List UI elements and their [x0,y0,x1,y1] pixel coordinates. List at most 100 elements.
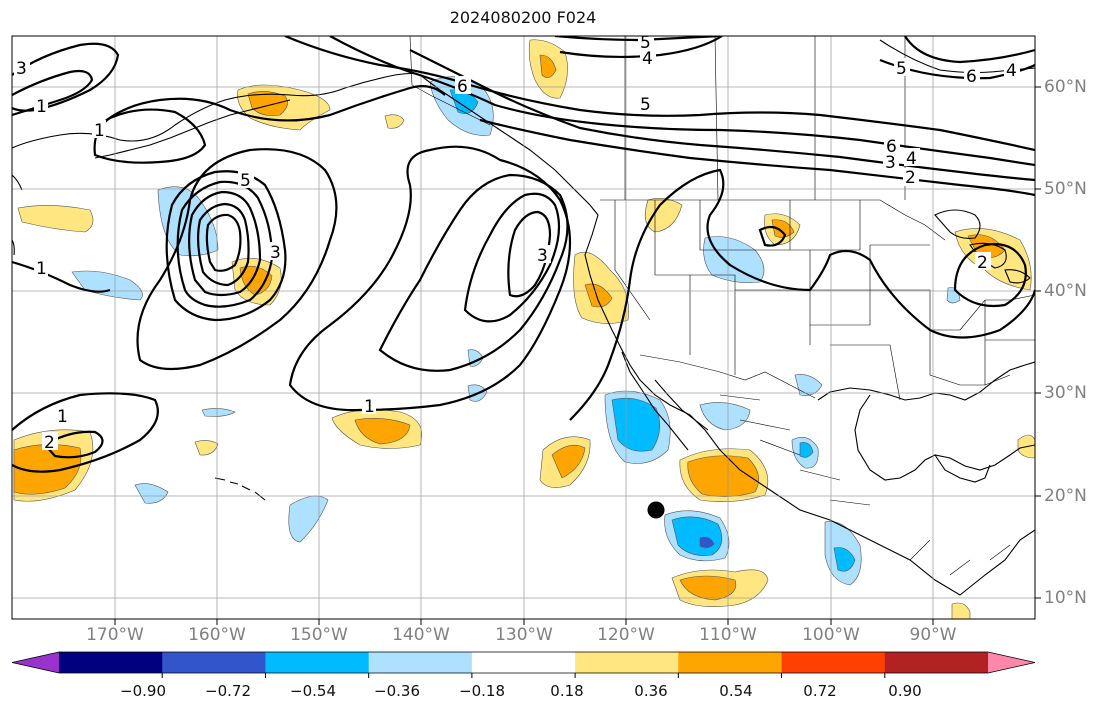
colorbar-swatch [368,652,473,673]
negative-anomaly-patch [611,397,660,452]
colorbar-swatch [59,652,163,673]
positive-anomaly-patch [951,602,971,619]
us-state-lines-east [960,300,1035,386]
contour-low-3 [188,190,262,297]
longitude-label: 90°W [909,625,957,645]
positive-anomaly-patch [539,54,557,78]
contour-label: 5 [640,95,651,115]
coastlines [12,39,1035,596]
contour-low-1 [165,170,287,322]
anomaly-shading [13,39,1035,619]
contour-label: 1 [57,407,68,427]
us-mexico-border [639,354,816,399]
hudson-bay-coast [879,39,1035,74]
colorbar-swatch [162,652,266,673]
negative-anomaly-patch [699,402,751,431]
us-state-lines-west [614,200,861,375]
aleutian-islands [94,99,291,159]
contour-label: 3 [270,243,281,263]
contour-east-trough [569,168,1035,421]
us-state-lines-central [809,244,1035,401]
canada-province-lines [624,36,906,201]
longitude-label: 150°W [290,625,348,645]
contour-low-2 [176,180,274,308]
latitude-label: 40°N [1044,281,1087,301]
contour-north-4 [559,36,723,59]
contour-plains-closed [758,225,787,247]
colorbar-tick-label: −0.90 [120,682,166,700]
negative-anomaly-patch [134,483,169,504]
contour-label: 3 [16,59,27,79]
contour-label: 6 [966,67,977,87]
contour-west-pacific-1 [12,392,159,473]
positive-anomaly-patch [17,205,94,233]
contour-ridge-2 [378,173,569,372]
contour-alaska-ridge [12,42,120,112]
contour-ridge-3 [463,192,561,323]
contour-jet-3 [409,49,1035,182]
colorbar-swatch [575,652,679,673]
positive-anomaly-patch [679,575,737,601]
colorbar-swatch [884,652,989,673]
yucatan [934,454,991,483]
political-borders [409,36,1035,576]
positive-anomaly-patch [247,91,288,116]
contour-jet-4 [479,118,1035,197]
colorbar-tick-label: −0.18 [459,682,505,700]
positive-anomaly-patch [384,114,405,129]
contour-label: 4 [1006,61,1017,81]
negative-anomaly-patch [794,374,823,396]
negative-anomaly-patch [799,442,814,458]
contour-label: 6 [886,137,897,157]
contour-label: 1 [364,397,375,417]
contour-ridge-4 [507,210,552,298]
positive-anomaly-patch [354,418,411,445]
contour-label: 5 [240,171,251,191]
contour-low-5 [205,213,242,272]
colorbar-tick-label: −0.54 [290,682,336,700]
mexico-state-lines [719,394,871,506]
colorbar-swatch [471,652,576,673]
longitude-label: 130°W [495,625,553,645]
contour-north-pacific-trough [94,85,446,131]
colorbar-swatch [678,652,783,673]
colorbar-swatch [265,652,370,673]
map-title: 2024080200 F024 [449,8,597,27]
positive-anomaly-patch [687,455,760,497]
alaska-coast [12,72,421,149]
colorbar-tick-label: 0.18 [550,682,584,700]
baja-california [621,351,709,451]
colorbar-extend-low [12,652,59,673]
negative-anomaly-patch [71,270,143,301]
contour-bering [93,108,207,164]
colorbar-tick-label: 0.54 [719,682,753,700]
longitude-label: 160°W [188,625,246,645]
colorbar-tick-label: 0.72 [803,682,837,700]
contour-north-5b [904,36,1035,64]
contour-labels: 3 1 1 6 5 4 5 6 3 4 2 5 3 1 3 1 2 2 6 4 … [14,36,1020,453]
positive-anomaly-patch [194,440,219,456]
us-canada-border [600,199,946,241]
contour-label: 2 [977,253,988,273]
colorbar-swatch [781,652,886,673]
negative-anomaly-patch [833,547,856,572]
contour-label: 3 [885,153,896,173]
negative-anomaly-patch [699,536,715,548]
positive-anomaly-patch [551,444,586,479]
contour-label: 3 [537,246,548,266]
axis-ticks [114,86,1041,625]
longitude-label: 100°W [802,625,860,645]
negative-anomaly-patch [703,236,765,283]
contour-low-outer [136,148,338,371]
latitude-label: 20°N [1044,486,1087,506]
contour-label: 4 [906,149,917,169]
height-contours [12,36,1035,473]
latitude-label: 50°N [1044,179,1087,199]
positive-anomaly-patch [584,283,613,308]
hawaii-islands [214,477,266,501]
latitude-label: 30°N [1044,383,1087,403]
colorbar [11,651,1036,678]
longitude-label: 120°W [597,625,655,645]
contour-west-pacific-2 [43,430,104,459]
